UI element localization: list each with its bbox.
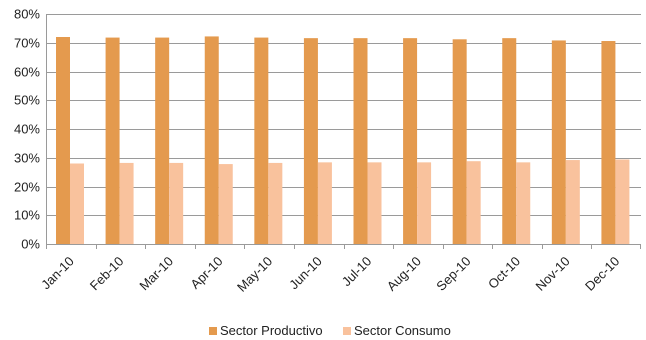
y-tick-label: 40% xyxy=(14,122,40,137)
bar-sector-productivo xyxy=(452,39,467,244)
x-tick-label: Apr-10 xyxy=(187,254,225,292)
bar-sector-consumo xyxy=(367,162,382,244)
bar-sector-productivo xyxy=(303,38,318,245)
x-axis: Jan-10 Feb-10 Mar-10 Apr-10 May-10 Jun-10 Jul-… xyxy=(38,14,641,295)
x-tick-label: Jan-10 xyxy=(38,254,77,293)
y-tick-label: 80% xyxy=(14,7,40,22)
bar-sector-productivo xyxy=(105,37,120,245)
y-tick-label: 50% xyxy=(14,93,40,108)
gridlines xyxy=(46,14,641,245)
y-tick-label: 30% xyxy=(14,151,40,166)
bar-sector-productivo xyxy=(353,38,368,245)
legend-swatch-sector-productivo xyxy=(209,327,217,335)
x-tick-label: Feb-10 xyxy=(87,254,127,294)
bar-sector-productivo xyxy=(502,38,517,245)
bar-sector-productivo xyxy=(204,36,219,244)
bar-sector-productivo xyxy=(254,37,269,245)
x-tick-label: Jul-10 xyxy=(339,254,375,290)
y-tick-label: 70% xyxy=(14,36,40,51)
bar-sector-consumo xyxy=(516,162,531,244)
legend-swatch-sector-consumo xyxy=(343,327,351,335)
bar-sector-consumo xyxy=(119,162,134,244)
bar-sector-consumo xyxy=(70,163,84,244)
bar-sector-productivo xyxy=(551,40,566,245)
legend-label-sector-productivo: Sector Productivo xyxy=(220,323,323,338)
bar-sector-productivo xyxy=(403,38,418,245)
x-tick-label: Oct-10 xyxy=(485,254,523,292)
y-tick-label: 60% xyxy=(14,65,40,80)
bars xyxy=(56,36,630,245)
bar-sector-productivo xyxy=(56,37,70,244)
bar-sector-consumo xyxy=(466,161,481,244)
y-tick-label: 0% xyxy=(21,237,40,252)
bar-sector-consumo xyxy=(169,162,184,244)
x-tick-label: May-10 xyxy=(234,254,275,295)
x-tick-label: Dec-10 xyxy=(582,254,622,294)
bar-sector-productivo xyxy=(601,41,616,245)
y-tick-label: 10% xyxy=(14,208,40,223)
bar-sector-consumo xyxy=(565,160,580,244)
bar-sector-consumo xyxy=(268,162,283,244)
y-axis-ticks: 0% 10% 20% 30% 40% 50% 60% 70% 80% xyxy=(14,7,40,252)
bar-sector-consumo xyxy=(218,164,233,244)
legend: Sector Productivo Sector Consumo xyxy=(209,323,451,338)
bar-sector-productivo xyxy=(155,37,170,245)
bar-sector-consumo xyxy=(317,162,332,244)
bar-sector-consumo xyxy=(417,162,432,244)
x-tick-label: Nov-10 xyxy=(532,254,572,294)
x-tick-label: Sep-10 xyxy=(433,254,473,294)
x-tick-label: Jun-10 xyxy=(286,254,325,293)
x-tick-label: Mar-10 xyxy=(136,254,176,294)
y-tick-label: 20% xyxy=(14,180,40,195)
bar-sector-consumo xyxy=(615,159,630,244)
legend-label-sector-consumo: Sector Consumo xyxy=(354,323,451,338)
x-tick-label: Aug-10 xyxy=(384,254,424,294)
